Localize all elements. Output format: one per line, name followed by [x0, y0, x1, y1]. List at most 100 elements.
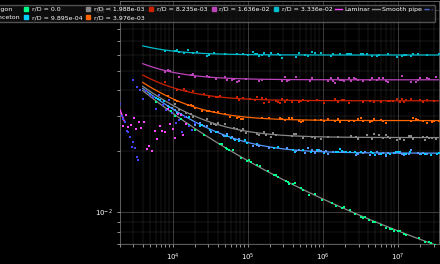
Point	[336, 120, 343, 124]
Point	[414, 118, 422, 122]
Point	[358, 215, 365, 219]
Point	[309, 76, 316, 80]
Point	[213, 130, 220, 135]
Point	[380, 76, 387, 81]
Point	[171, 108, 178, 112]
Point	[364, 52, 371, 56]
Point	[407, 80, 414, 84]
Point	[352, 153, 359, 157]
Point	[118, 114, 125, 118]
Point	[172, 121, 179, 125]
Point	[359, 150, 367, 155]
Point	[350, 76, 357, 80]
Point	[311, 136, 318, 140]
Point	[213, 77, 220, 81]
Point	[355, 117, 362, 121]
Point	[254, 51, 261, 56]
Point	[277, 53, 284, 57]
Point	[156, 124, 163, 128]
Point	[233, 52, 240, 56]
Point	[332, 119, 339, 123]
Point	[286, 77, 293, 82]
Point	[264, 169, 271, 173]
Point	[260, 130, 268, 135]
Point	[300, 119, 307, 123]
Point	[338, 149, 345, 154]
Point	[253, 142, 260, 146]
Point	[297, 120, 304, 124]
Point	[221, 134, 228, 138]
Point	[182, 122, 189, 126]
Point	[358, 150, 365, 154]
Point	[153, 107, 160, 111]
Point	[265, 116, 272, 120]
Point	[136, 87, 143, 92]
Point	[208, 122, 215, 126]
Point	[325, 79, 332, 83]
Point	[368, 137, 375, 141]
Point	[258, 116, 265, 120]
Point	[281, 100, 288, 104]
Point	[196, 120, 203, 125]
Point	[352, 150, 359, 154]
Point	[371, 132, 378, 136]
Point	[233, 80, 240, 84]
Point	[272, 133, 279, 137]
Point	[433, 151, 440, 155]
Point	[373, 54, 380, 58]
Point	[407, 119, 414, 123]
Point	[242, 77, 249, 81]
Point	[168, 109, 175, 113]
Point	[203, 73, 210, 78]
Point	[243, 141, 250, 145]
Point	[173, 98, 180, 103]
Point	[215, 110, 222, 115]
Point	[218, 142, 225, 147]
Point	[426, 136, 433, 140]
Point	[427, 241, 434, 246]
Point	[407, 148, 414, 152]
Point	[286, 182, 293, 186]
Point	[369, 220, 376, 224]
Legend: Oregon, Princeton, r/D = 0.0, r/D = 9.895e-04, r/D = 1.988e-03, r/D = 3.976e-03,: Oregon, Princeton, r/D = 0.0, r/D = 9.89…	[0, 4, 436, 22]
Point	[426, 77, 433, 82]
Point	[256, 54, 263, 58]
Point	[249, 144, 256, 148]
Point	[238, 117, 245, 121]
Point	[128, 123, 135, 127]
Point	[192, 106, 199, 110]
Point	[419, 100, 426, 104]
Point	[435, 151, 440, 155]
Point	[320, 101, 327, 105]
Point	[318, 117, 325, 122]
Point	[187, 112, 194, 117]
Point	[343, 52, 350, 56]
Point	[121, 120, 128, 124]
Point	[339, 78, 346, 82]
Point	[378, 100, 385, 104]
Point	[406, 150, 413, 154]
Point	[334, 100, 341, 104]
Point	[176, 74, 183, 79]
Point	[222, 145, 229, 150]
Point	[333, 204, 340, 208]
Point	[403, 53, 410, 57]
Point	[233, 127, 240, 131]
Point	[117, 102, 124, 106]
Point	[148, 149, 155, 153]
Point	[191, 128, 198, 133]
Point	[224, 132, 231, 136]
Point	[304, 53, 311, 58]
Point	[392, 151, 399, 155]
Point	[334, 76, 341, 81]
Point	[187, 103, 194, 107]
Point	[208, 129, 215, 134]
Point	[323, 149, 330, 153]
Point	[300, 136, 307, 140]
Point	[180, 51, 187, 55]
Point	[387, 152, 394, 156]
Point	[258, 95, 265, 100]
Point	[228, 77, 235, 82]
Point	[254, 143, 261, 148]
Point	[189, 104, 196, 108]
